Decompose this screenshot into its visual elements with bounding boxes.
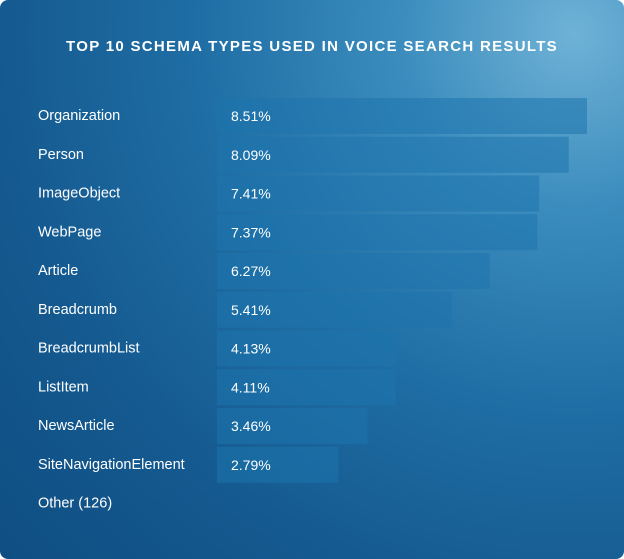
category-label-breadcrumblist: BreadcrumbList <box>38 341 140 357</box>
bars-group <box>217 98 587 483</box>
value-label-listitem: 4.11% <box>231 379 270 395</box>
category-label-webpage: WebPage <box>38 224 101 240</box>
bar-breadcrumb <box>217 291 453 328</box>
category-label-newsarticle: NewsArticle <box>38 418 115 434</box>
category-label-breadcrumb: Breadcrumb <box>38 302 117 318</box>
category-label-person: Person <box>38 147 84 163</box>
category-label-organization: Organization <box>38 108 120 124</box>
value-label-breadcrumb: 5.41% <box>231 302 271 318</box>
value-label-webpage: 7.37% <box>231 224 271 240</box>
category-label-other-126: Other (126) <box>38 496 112 512</box>
value-label-article: 6.27% <box>231 263 271 279</box>
bar-breadcrumblist <box>217 330 397 367</box>
category-label-imageobject: ImageObject <box>38 186 120 202</box>
category-label-article: Article <box>38 263 78 279</box>
category-label-listitem: ListItem <box>38 379 89 395</box>
bar-sitenavigationelement <box>217 446 339 483</box>
category-labels-group: Organization Person ImageObject WebPage Arti… <box>38 108 185 512</box>
bar-newsarticle <box>217 408 368 444</box>
value-labels-group: 8.51% 8.09% 7.41% 7.37% 6.27% 5.41% 4.13% 4.11%… <box>231 108 271 473</box>
value-label-imageobject: 7.41% <box>231 186 271 202</box>
bar-imageobject <box>217 175 540 212</box>
bar-webpage <box>217 214 538 251</box>
value-label-person: 8.09% <box>231 147 271 163</box>
value-label-organization: 8.51% <box>231 108 271 124</box>
category-label-sitenavigationelement: SiteNavigationElement <box>38 457 185 473</box>
bar-article <box>217 253 490 289</box>
value-label-newsarticle: 3.46% <box>231 418 271 434</box>
bar-organization <box>217 98 587 134</box>
bar-listitem <box>217 369 396 406</box>
bar-person <box>217 136 569 173</box>
value-label-sitenavigationelement: 2.79% <box>231 457 271 473</box>
chart-title: TOP 10 SCHEMA TYPES USED IN VOICE SEARCH… <box>66 38 558 55</box>
value-label-breadcrumblist: 4.13% <box>231 341 271 357</box>
